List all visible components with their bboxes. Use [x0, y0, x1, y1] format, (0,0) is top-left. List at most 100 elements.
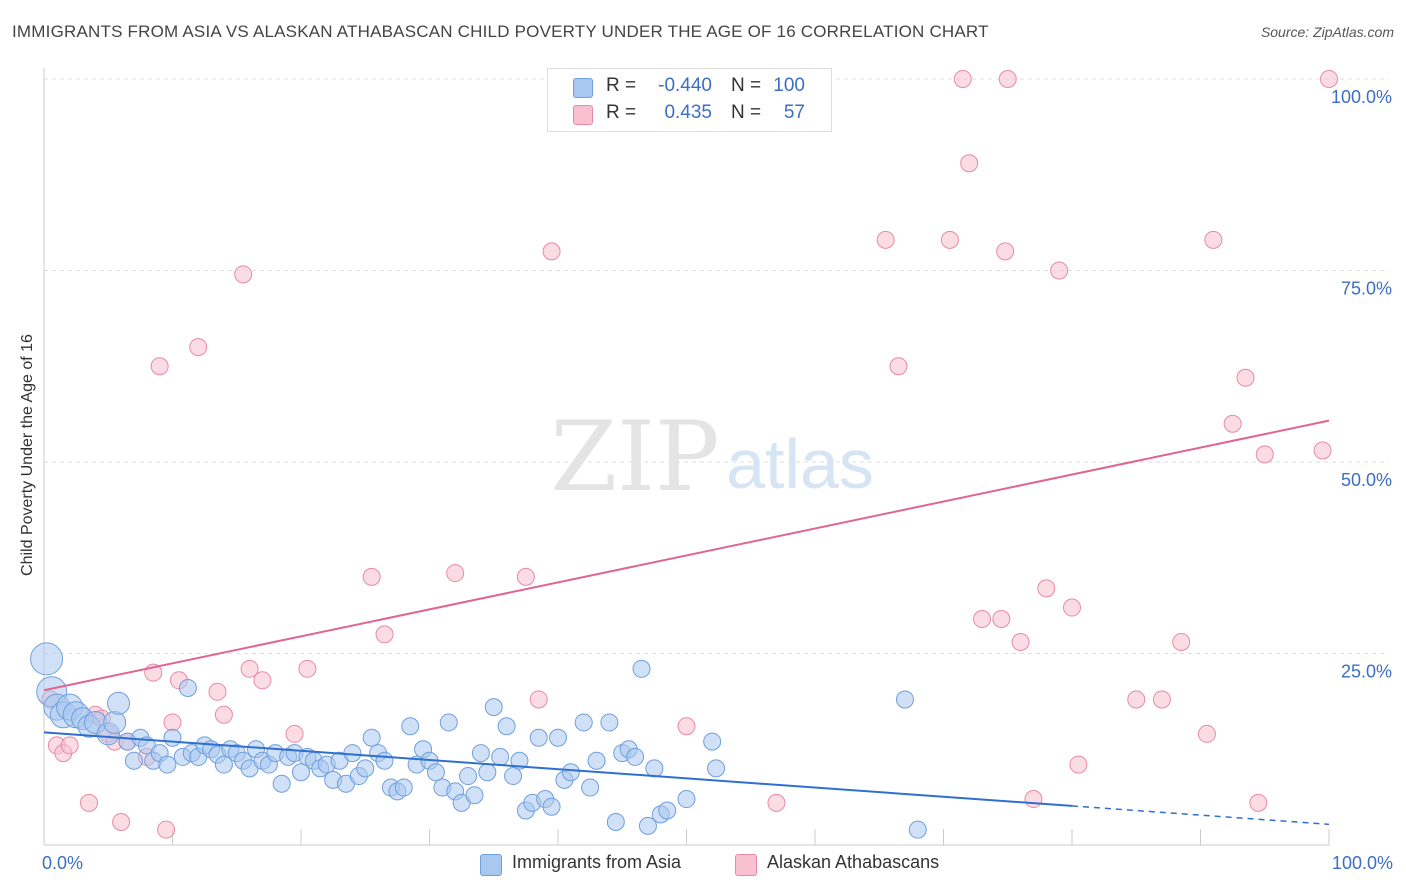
watermark: ZIP atlas — [550, 401, 874, 513]
legend-n-value: 57 — [783, 102, 805, 123]
data-point — [157, 820, 176, 839]
x-tick-label: 100.0% — [1332, 853, 1393, 873]
legend-swatch-blue — [573, 78, 593, 98]
data-point — [1069, 755, 1088, 774]
data-point — [587, 751, 606, 770]
data-point — [103, 710, 127, 734]
data-point — [908, 820, 927, 839]
data-point — [497, 717, 516, 736]
data-point — [234, 265, 253, 284]
data-point — [529, 728, 548, 747]
data-point — [362, 728, 381, 747]
legend-row-athabascan: R = 0.435 N = 57 — [548, 100, 831, 126]
data-point — [112, 813, 131, 832]
data-point — [1127, 690, 1146, 709]
chart-title: IMMIGRANTS FROM ASIA VS ALASKAN ATHABASC… — [12, 22, 989, 41]
data-point — [362, 567, 381, 586]
data-point — [1024, 790, 1043, 809]
legend-r-label: R = — [606, 102, 637, 123]
data-point — [549, 728, 567, 747]
data-point — [510, 751, 529, 770]
data-point — [79, 793, 98, 812]
watermark-zip: ZIP — [550, 401, 719, 513]
data-point — [426, 763, 445, 782]
legend-n-label: N = — [731, 102, 762, 123]
data-point — [1152, 690, 1171, 709]
y-axis-title: Child Poverty Under the Age of 16 — [19, 334, 36, 576]
legend-r-value: -0.440 — [658, 75, 712, 96]
data-point — [401, 717, 420, 736]
data-point — [529, 690, 548, 709]
data-point — [1249, 793, 1268, 812]
legend-swatch-pink — [573, 105, 593, 125]
data-point — [940, 230, 959, 249]
stats-legend: R = -0.440 N = 100 R = 0.435 N = 57 — [547, 68, 832, 132]
data-point — [645, 759, 664, 778]
data-point — [1236, 368, 1255, 387]
data-point — [107, 691, 131, 715]
data-point — [465, 786, 484, 805]
trendline-immigrants-from-asia — [43, 731, 1073, 807]
data-point — [214, 705, 233, 724]
data-point — [1204, 230, 1223, 249]
data-point — [1255, 445, 1274, 464]
data-point — [484, 698, 503, 717]
data-point — [298, 659, 317, 678]
legend-label: Alaskan Athabascans — [767, 852, 940, 872]
legend-n-value: 100 — [773, 75, 805, 96]
data-point — [1223, 414, 1242, 433]
data-point — [150, 357, 169, 376]
y-tick-label: 25.0% — [1341, 662, 1392, 682]
trendline-immigrants-from-asia-extension — [1071, 805, 1330, 826]
legend-r-label: R = — [606, 75, 637, 96]
data-point — [439, 713, 458, 732]
data-point — [504, 767, 523, 786]
data-point — [178, 678, 197, 697]
data-point — [953, 70, 972, 88]
data-point — [677, 790, 696, 809]
y-tick-label: 100.0% — [1331, 87, 1392, 107]
data-point — [960, 154, 979, 173]
data-point — [767, 793, 786, 812]
watermark-atlas: atlas — [726, 425, 874, 503]
data-point — [272, 774, 291, 793]
legend-row-asia: R = -0.440 N = 100 — [548, 73, 831, 99]
data-point — [491, 747, 510, 766]
data-point — [707, 759, 726, 778]
legend-label: Immigrants from Asia — [512, 852, 682, 872]
data-point — [998, 70, 1017, 88]
data-point — [1063, 598, 1081, 617]
data-point — [60, 736, 79, 755]
data-point — [626, 747, 645, 766]
x-tick-label: 0.0% — [42, 853, 83, 873]
data-point — [561, 763, 580, 782]
data-point — [253, 671, 272, 690]
data-point — [677, 717, 696, 736]
data-point — [1197, 724, 1216, 743]
data-point — [1011, 633, 1030, 652]
data-point — [542, 797, 561, 816]
data-point — [375, 625, 394, 644]
legend-swatch-pink — [735, 854, 757, 876]
data-point — [163, 728, 182, 747]
legend-r-value: 0.435 — [664, 102, 712, 123]
data-point — [459, 767, 478, 786]
data-point — [1050, 261, 1069, 280]
data-point — [356, 759, 375, 778]
data-point — [163, 713, 182, 732]
data-point — [189, 338, 208, 357]
source-label: Source: ZipAtlas.com — [1260, 24, 1394, 40]
data-point — [703, 732, 722, 751]
immigrants-from-asia-points — [30, 642, 927, 839]
data-point — [658, 801, 677, 820]
data-point — [240, 659, 259, 678]
data-point — [285, 724, 304, 743]
data-point — [876, 230, 895, 249]
data-point — [478, 763, 497, 782]
grid-layer — [44, 78, 1389, 654]
tick-labels: 25.0% 50.0% 75.0% 100.0% 0.0% 100.0% — [42, 87, 1393, 873]
data-point — [574, 713, 593, 732]
data-point — [516, 567, 535, 586]
data-point — [889, 357, 908, 376]
data-point — [996, 242, 1015, 261]
